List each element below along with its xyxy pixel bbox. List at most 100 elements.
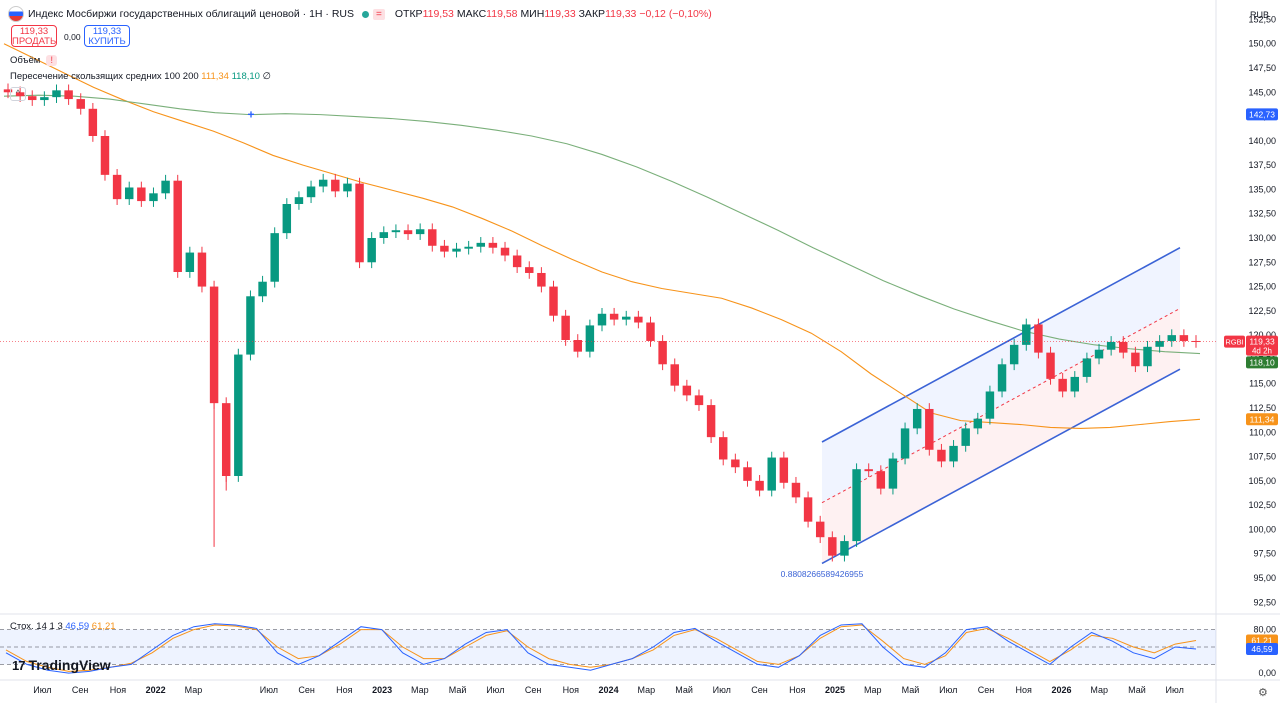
russia-flag-icon xyxy=(8,6,24,22)
candle-body xyxy=(634,316,643,323)
candle-body xyxy=(622,316,631,320)
candle-body xyxy=(706,405,716,438)
channel-upper-line xyxy=(821,247,1181,443)
candle-body xyxy=(1022,324,1031,345)
candle-body xyxy=(1046,352,1055,379)
time-tick-label: Май xyxy=(449,685,467,695)
candle-body xyxy=(246,296,255,355)
candle-body xyxy=(270,233,279,282)
candle-body xyxy=(52,90,61,98)
candle-body xyxy=(646,322,655,341)
candle-body xyxy=(525,267,534,273)
candle-body xyxy=(1009,344,1019,365)
stoch-tick-label: 0,00 xyxy=(1258,668,1276,678)
candle-body xyxy=(755,480,764,491)
time-tick-label: Июл xyxy=(33,685,51,695)
candle-body xyxy=(1106,341,1116,350)
candle-body xyxy=(464,246,473,249)
candle-body xyxy=(1070,376,1080,392)
ma-200-price-badge-bg xyxy=(1246,356,1278,369)
price-tick-label: 115,00 xyxy=(1249,379,1276,389)
symbol-title[interactable]: Индекс Мосбиржи государственных облигаци… xyxy=(28,8,355,20)
candle-body xyxy=(1034,324,1043,353)
candle-body xyxy=(173,180,182,272)
candle-body xyxy=(149,193,158,202)
price-tick-label: 107,50 xyxy=(1248,452,1276,462)
candle-body xyxy=(888,458,898,489)
time-tick-label: 2026 xyxy=(1051,685,1071,695)
currency-label[interactable]: RUB xyxy=(1250,10,1270,20)
tradingview-logo[interactable]: 17 TradingView xyxy=(12,657,111,673)
candle-body xyxy=(209,286,219,404)
time-tick-label: 2024 xyxy=(599,685,619,695)
volume-indicator-label[interactable]: Объём ! xyxy=(10,55,58,66)
candle-body xyxy=(391,230,401,233)
settings-gear-icon[interactable]: ⚙ xyxy=(1258,687,1268,699)
time-tick-label: Май xyxy=(902,685,920,695)
candle-body xyxy=(331,179,340,192)
candle-body xyxy=(88,108,98,136)
candle-body xyxy=(234,354,243,476)
candle-body xyxy=(694,395,704,406)
candle-body xyxy=(415,229,425,235)
candle-body xyxy=(791,482,801,498)
collapse-legend-button[interactable]: ^ xyxy=(10,87,26,101)
time-tick-label: Июл xyxy=(939,685,957,695)
candle-body xyxy=(900,428,910,459)
candle-body xyxy=(731,459,740,468)
candle-body xyxy=(40,97,49,101)
candle-body xyxy=(549,286,558,316)
ma-cross-legend[interactable]: Пересечение скользящих средних 100 200 1… xyxy=(10,71,271,82)
candle-body xyxy=(1082,358,1092,377)
bar-countdown: 4d 2h xyxy=(1252,347,1272,356)
price-tick-label: 145,00 xyxy=(1248,87,1276,97)
candle-body xyxy=(76,99,85,109)
time-tick-label: Мар xyxy=(1090,685,1108,695)
buy-button[interactable]: 119,33 КУПИТЬ xyxy=(84,25,130,47)
equals-badge: = xyxy=(373,8,385,20)
price-tick-label: 135,00 xyxy=(1248,184,1276,194)
candle-body xyxy=(488,242,498,248)
regression-channel: 0.8808266589426955 xyxy=(781,247,1181,579)
candle-body xyxy=(28,96,37,101)
candle-body xyxy=(343,183,352,192)
price-tick-label: 105,00 xyxy=(1248,476,1276,486)
time-tick-label: Май xyxy=(675,685,693,695)
candle-body xyxy=(670,364,679,386)
candle-body xyxy=(779,457,789,483)
sell-button[interactable]: 119,33 ПРОДАТЬ xyxy=(11,25,57,47)
candle-body xyxy=(318,179,328,187)
candle-body xyxy=(294,197,304,204)
hidden-symbol-icon: ∅ xyxy=(262,71,271,82)
candle-body xyxy=(512,255,522,268)
candle-body xyxy=(15,92,25,97)
time-tick-label: Мар xyxy=(411,685,429,695)
last-price-badge-bg xyxy=(1246,335,1278,356)
candle-body xyxy=(585,325,595,352)
stoch-band-fill xyxy=(0,629,1216,665)
candle-body xyxy=(876,471,886,489)
price-tick-label: 140,00 xyxy=(1248,136,1276,146)
candle-body xyxy=(197,252,207,287)
candle-body xyxy=(803,497,813,522)
candle-body xyxy=(403,230,413,235)
time-tick-label: Сен xyxy=(751,685,768,695)
chart-header: Индекс Мосбиржи государственных облигаци… xyxy=(8,6,712,22)
time-tick-label: 2023 xyxy=(372,685,392,695)
candle-body xyxy=(658,340,667,365)
ma-cross-marker: + xyxy=(247,108,254,122)
ma-200-price-badge: 118,10 xyxy=(1249,357,1275,367)
candle-body xyxy=(1179,335,1189,341)
moving-averages: + xyxy=(3,43,1201,429)
price-tick-label: 137,50 xyxy=(1248,160,1276,170)
stochastic-legend[interactable]: Стох. 14 1 3 46,59 61,21 xyxy=(10,621,116,632)
channel-coefficient-label: 0.8808266589426955 xyxy=(781,569,864,579)
time-tick-label: Ноя xyxy=(336,685,353,695)
price-tick-label: 147,50 xyxy=(1248,63,1276,73)
time-tick-label: Июл xyxy=(713,685,731,695)
warning-icon: ! xyxy=(46,55,58,66)
price-tick-label: 110,00 xyxy=(1249,427,1276,437)
time-tick-label: Сен xyxy=(72,685,89,695)
